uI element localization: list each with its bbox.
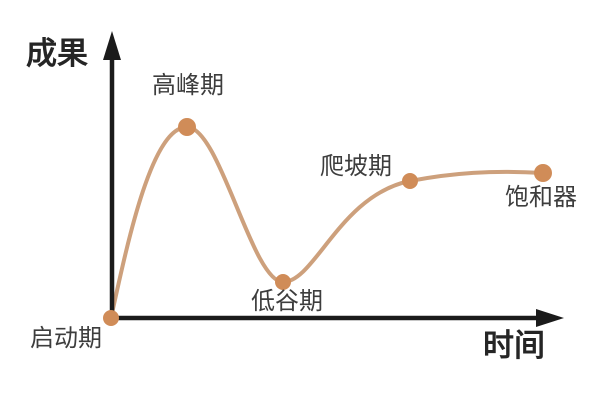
label-saturation-phase: 饱和器 — [505, 184, 577, 211]
hype-curve-line — [109, 124, 545, 320]
label-peak-phase: 高峰期 — [152, 72, 224, 99]
data-point-peak — [178, 118, 196, 136]
data-point-climb — [402, 173, 418, 189]
label-climb-phase: 爬坡期 — [320, 153, 392, 180]
label-start-phase: 启动期 — [30, 325, 102, 352]
label-trough-phase: 低谷期 — [251, 288, 323, 315]
y-axis-arrow-icon — [103, 31, 121, 60]
data-point-start — [103, 310, 119, 326]
y-axis-label: 成果 — [26, 36, 88, 71]
data-point-saturation — [534, 164, 552, 182]
x-axis-arrow-icon — [536, 309, 564, 327]
data-point-trough — [275, 274, 291, 290]
x-axis-label: 时间 — [483, 328, 545, 363]
